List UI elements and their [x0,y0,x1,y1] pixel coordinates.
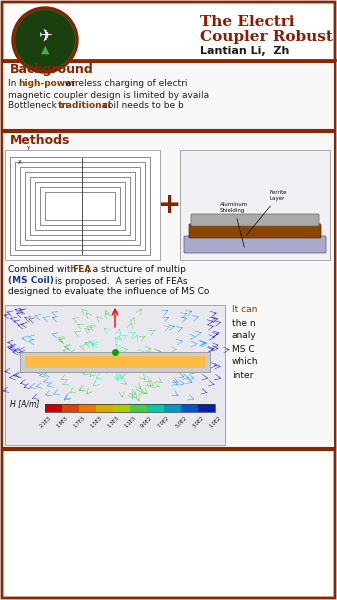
Text: Methods: Methods [10,133,70,146]
Text: 1.0E2: 1.0E2 [208,415,222,428]
Text: 7.0E2: 7.0E2 [157,415,171,428]
Text: inter: inter [232,370,253,379]
FancyBboxPatch shape [189,224,321,238]
Bar [181,404,198,412]
Text: 5.0E2: 5.0E2 [174,415,188,428]
Text: FEA: FEA [72,265,91,275]
Bar [2,132,335,450]
Circle shape [16,11,74,69]
Text: Y: Y [26,146,29,151]
Text: It can: It can [232,305,257,314]
Bar [164,404,181,412]
Text: Lantian Li,  Zh: Lantian Li, Zh [200,46,289,56]
Text: high-power: high-power [18,79,76,88]
Bar [35,182,125,230]
FancyBboxPatch shape [184,236,326,253]
Bar [198,404,215,412]
Text: 1.7E3: 1.7E3 [72,415,86,428]
Bar [79,404,96,412]
Text: H [A/m]: H [A/m] [10,400,39,409]
Text: the n: the n [232,319,256,328]
Bar [2,62,335,130]
Bar [25,356,205,368]
Text: which: which [232,358,258,367]
Text: analy: analy [232,331,257,340]
Bar [180,150,330,260]
Bar [147,404,164,412]
Text: 1.1E3: 1.1E3 [123,415,137,428]
Text: In: In [8,79,19,88]
Text: ✈: ✈ [38,27,52,45]
Text: Combined with: Combined with [8,265,79,275]
Text: , a structure of multip: , a structure of multip [87,265,186,275]
FancyBboxPatch shape [191,214,319,226]
Bar [130,404,147,412]
Text: The Electri: The Electri [200,15,295,29]
Text: Bottleneck in: Bottleneck in [8,101,71,110]
Text: Coupler Robust O: Coupler Robust O [200,30,337,44]
Circle shape [15,10,75,70]
Circle shape [12,7,78,73]
Bar [25,172,135,240]
Bar [10,157,150,255]
Text: traditional: traditional [58,101,112,110]
Text: MS C: MS C [232,344,255,353]
Bar [96,404,113,412]
Bar [5,305,225,445]
Text: 2.1E3: 2.1E3 [38,415,52,428]
Text: Aluminum
Shielding: Aluminum Shielding [220,202,248,247]
Text: designed to evaluate the influence of MS Co: designed to evaluate the influence of MS… [8,287,209,296]
Text: X: X [18,160,22,165]
Bar [20,352,210,372]
Text: 9.0E2: 9.0E2 [140,415,154,428]
Text: (MS Coil): (MS Coil) [8,277,54,286]
Text: coil needs to be b: coil needs to be b [100,101,184,110]
Text: is proposed.  A series of FEAs: is proposed. A series of FEAs [52,277,187,286]
Text: 3.0E2: 3.0E2 [191,415,205,428]
Bar [30,177,130,235]
Text: +: + [158,191,182,219]
Text: 1.5E3: 1.5E3 [89,415,103,428]
Text: 1.3E3: 1.3E3 [106,415,120,428]
Text: magnetic coupler design is limited by availa: magnetic coupler design is limited by av… [8,91,209,100]
Bar [113,404,130,412]
Bar [45,404,62,412]
Text: Background: Background [10,64,94,76]
Bar [62,404,79,412]
Bar [20,167,140,245]
Text: ▲: ▲ [41,45,49,55]
Bar [15,162,145,250]
Text: wireless charging of electri: wireless charging of electri [62,79,187,88]
Bar [45,404,215,412]
Bar [5,150,160,260]
Text: Ferrite
Layer: Ferrite Layer [247,190,287,235]
Bar [40,187,120,225]
Text: 1.9E3: 1.9E3 [55,415,69,428]
Bar [45,192,115,220]
